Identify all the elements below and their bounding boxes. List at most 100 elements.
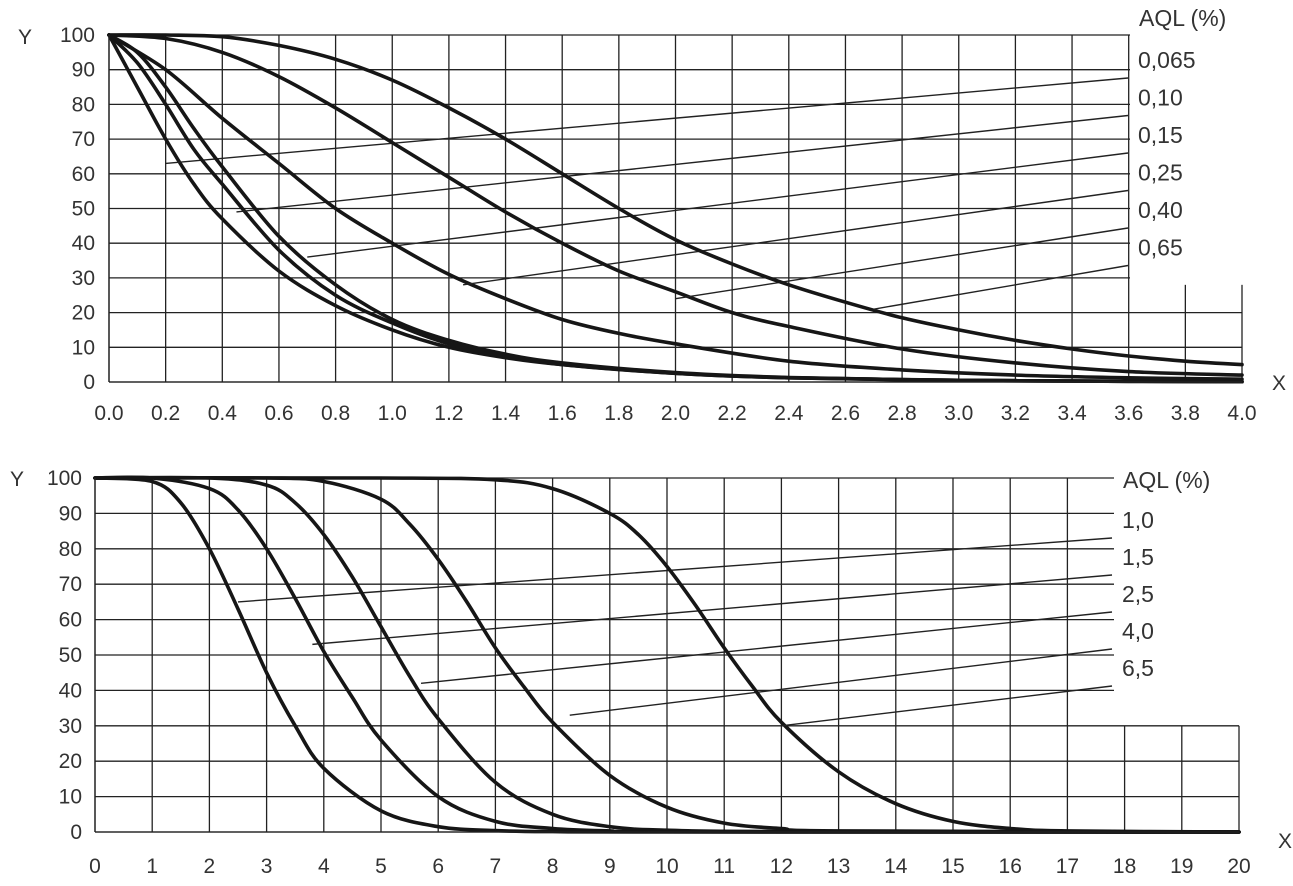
chart1-leader-0,15 — [307, 152, 1129, 258]
chart2-xtick-label: 12 — [770, 855, 793, 878]
chart1-ytick-label: 30 — [72, 267, 95, 290]
chart1-ytick-label: 70 — [72, 128, 95, 151]
chart2-xtick-label: 8 — [547, 855, 559, 878]
chart2-ytick-label: 100 — [47, 467, 82, 490]
chart2-ytick-label: 90 — [59, 502, 82, 525]
chart1-ytick-label: 60 — [72, 163, 95, 186]
chart2-series-label-1,0: 1,0 — [1122, 507, 1154, 533]
chart1-leader-0,40 — [675, 227, 1129, 300]
chart2-series-label-4,0: 4,0 — [1122, 618, 1154, 644]
chart2-xtick-label: 2 — [204, 855, 216, 878]
chart2-series-curve-6,5 — [93, 476, 1241, 834]
chart2-leader-6,5 — [781, 685, 1113, 727]
chart1-ytick-label: 40 — [72, 232, 95, 255]
chart2-ytick-label: 30 — [59, 715, 82, 738]
chart2-leader-2,5 — [420, 611, 1113, 685]
chart2-ytick-label: 10 — [59, 786, 82, 809]
chart1-series-label-0,15: 0,15 — [1138, 122, 1183, 148]
chart2-ytick-label: 20 — [59, 750, 82, 773]
chart1-series-curve-0,15 — [107, 33, 1244, 384]
chart2-xtick-label: 11 — [713, 855, 735, 878]
chart2-series-label-1,5: 1,5 — [1122, 544, 1154, 570]
chart1-xtick-label: 0.2 — [151, 402, 180, 425]
chart1-series-label-0,25: 0,25 — [1138, 160, 1183, 186]
chart1-ytick-label: 80 — [72, 93, 95, 116]
chart1-xtick-label: 0.4 — [208, 402, 238, 425]
chart1-xtick-label: 1.2 — [434, 402, 463, 425]
chart2-series-curve-4,0 — [93, 475, 1241, 834]
chart1-xtick-label: 1.6 — [548, 402, 577, 425]
chart2-xtick-label: 7 — [490, 855, 502, 878]
chart1-xtick-label: 1.8 — [604, 402, 633, 425]
chart2-leader-4,0 — [569, 648, 1113, 716]
chart1-xtick-label: 1.4 — [491, 402, 521, 425]
chart1-xtick-label: 3.0 — [944, 402, 973, 425]
chart2-ytick-label: 50 — [59, 644, 82, 667]
chart2-ytick-label: 40 — [59, 679, 82, 702]
chart2-xtick-label: 3 — [261, 855, 273, 878]
chart1-xtick-label: 2.8 — [887, 402, 916, 425]
chart1-xtick-label: 2.0 — [661, 402, 690, 425]
chart1-series-label-0,065: 0,065 — [1138, 47, 1196, 73]
chart1-xtick-label: 2.4 — [774, 402, 804, 425]
chart2-ytick-label: 70 — [59, 573, 82, 596]
chart1-series-curve-0,40 — [107, 33, 1244, 377]
chart1-ytick-label: 10 — [72, 336, 95, 359]
chart1-xtick-label: 4.0 — [1227, 402, 1256, 425]
chart1-xtick-label: 3.4 — [1057, 402, 1087, 425]
chart2-xtick-label: 6 — [432, 855, 444, 878]
chart1-ytick-label: 0 — [83, 371, 95, 394]
chart2-xtick-label: 19 — [1170, 855, 1193, 878]
chart1-xtick-label: 1.0 — [378, 402, 407, 425]
chart1-ytick-label: 20 — [72, 302, 95, 325]
chart1-ytick-label: 50 — [72, 198, 95, 221]
chart2-series-label-2,5: 2,5 — [1122, 581, 1154, 607]
chart1-series-curve-0,65 — [107, 33, 1244, 367]
chart2-xtick-label: 0 — [89, 855, 101, 878]
chart2-xtick-label: 1 — [146, 855, 158, 878]
chart2-xtick-label: 10 — [655, 855, 678, 878]
chart2-legend-title: AQL (%) — [1123, 467, 1210, 493]
chart1-leader-0,65 — [873, 264, 1129, 310]
chart2-ytick-label: 80 — [59, 538, 82, 561]
chart2-xlabel: X — [1278, 830, 1292, 853]
chart1-legend-title: AQL (%) — [1139, 5, 1226, 31]
chart1-ytick-label: 100 — [60, 24, 95, 47]
chart2-series-label-6,5: 6,5 — [1122, 655, 1154, 681]
chart1-leader-0,065 — [165, 77, 1129, 165]
chart2-xtick-label: 9 — [604, 855, 616, 878]
chart2-xtick-label: 15 — [941, 855, 964, 878]
chart2-ylabel: Y — [10, 468, 24, 491]
chart2-xtick-label: 18 — [1113, 855, 1136, 878]
chart1-series-curve-0,25 — [107, 33, 1244, 381]
chart2-ytick-label: 0 — [70, 821, 82, 844]
chart1-xtick-label: 2.6 — [831, 402, 860, 425]
chart1-series-label-0,10: 0,10 — [1138, 85, 1183, 111]
chart2-leader-1,5 — [312, 574, 1113, 646]
chart1-series-label-0,40: 0,40 — [1138, 197, 1183, 223]
chart2-xtick-label: 14 — [884, 855, 908, 878]
chart1-leader-0,25 — [462, 189, 1129, 286]
chart2-xtick-label: 5 — [375, 855, 387, 878]
chart1-series-label-0,65: 0,65 — [1138, 235, 1183, 261]
chart1-xlabel: X — [1272, 372, 1286, 395]
chart2-xtick-label: 17 — [1056, 855, 1079, 878]
chart1-xtick-label: 0.6 — [264, 402, 293, 425]
chart1-xtick-label: 0.0 — [94, 402, 123, 425]
chart1-leader-0,10 — [236, 114, 1129, 213]
chart1-xtick-label: 3.8 — [1171, 402, 1200, 425]
chart2-xtick-label: 4 — [318, 855, 330, 878]
chart1-xtick-label: 2.2 — [718, 402, 747, 425]
chart1-ylabel: Y — [18, 26, 32, 49]
chart2-xtick-label: 16 — [999, 855, 1022, 878]
chart1-xtick-label: 0.8 — [321, 402, 350, 425]
chart2-leader-1,0 — [237, 537, 1113, 603]
chart2-xtick-label: 13 — [827, 855, 850, 878]
chart2-xtick-label: 20 — [1227, 855, 1250, 878]
chart1-xtick-label: 3.2 — [1001, 402, 1030, 425]
chart2-ytick-label: 60 — [59, 609, 82, 632]
chart1-ytick-label: 90 — [72, 59, 95, 82]
chart1-xtick-label: 3.6 — [1114, 402, 1143, 425]
